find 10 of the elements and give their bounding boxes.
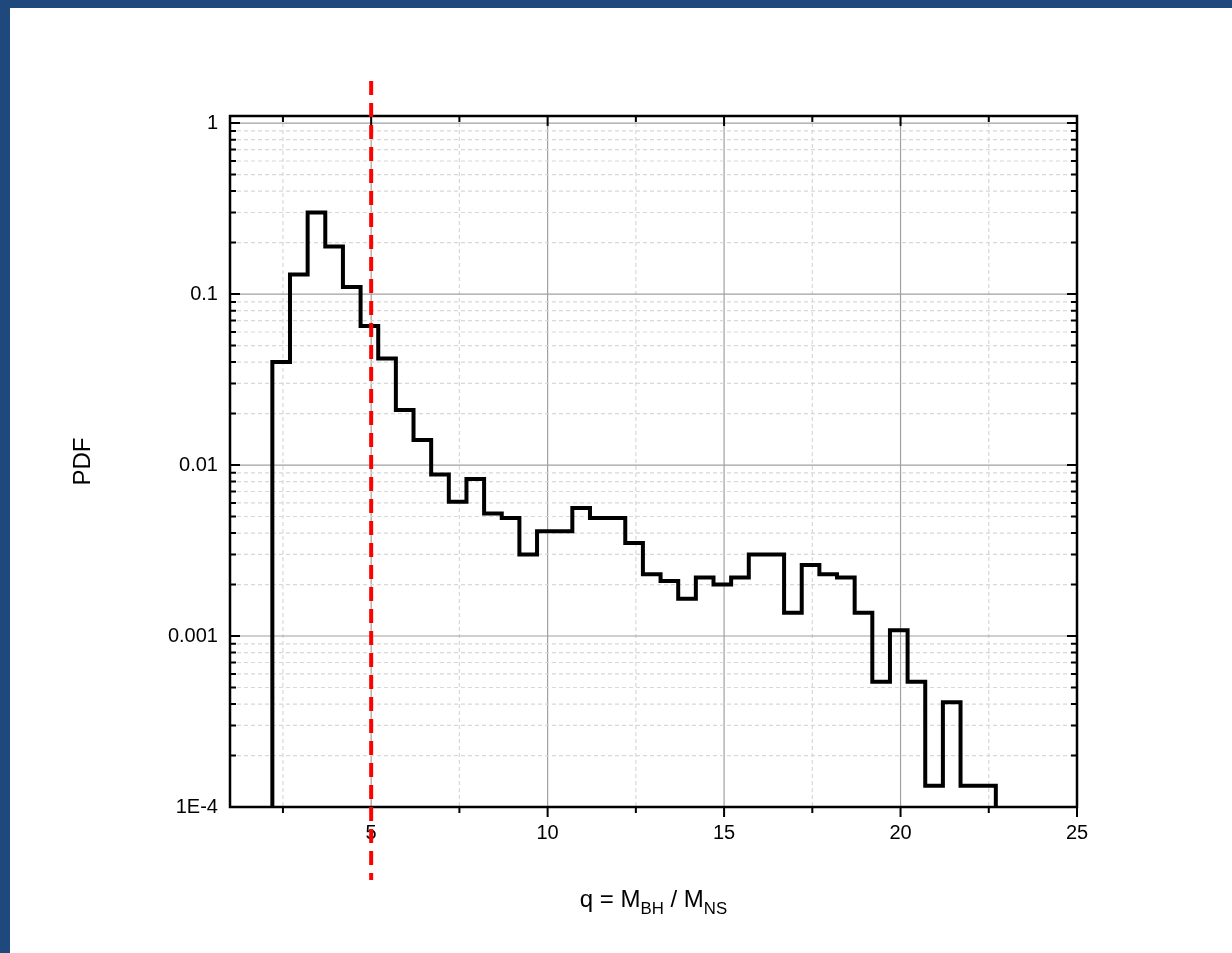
x-tick-label: 20	[889, 820, 912, 843]
x-tick-label: 10	[536, 820, 559, 843]
y-tick-label: 1	[206, 110, 218, 133]
y-tick-label: 0.01	[179, 452, 218, 475]
x-tick-label: 25	[1065, 820, 1089, 843]
y-axis-title: PDF	[68, 437, 95, 486]
y-tick-label: 0.1	[190, 281, 218, 304]
y-tick-label: 0.001	[167, 623, 218, 646]
y-tick-label: 1E-4	[175, 794, 218, 817]
x-tick-label: 15	[712, 820, 736, 843]
